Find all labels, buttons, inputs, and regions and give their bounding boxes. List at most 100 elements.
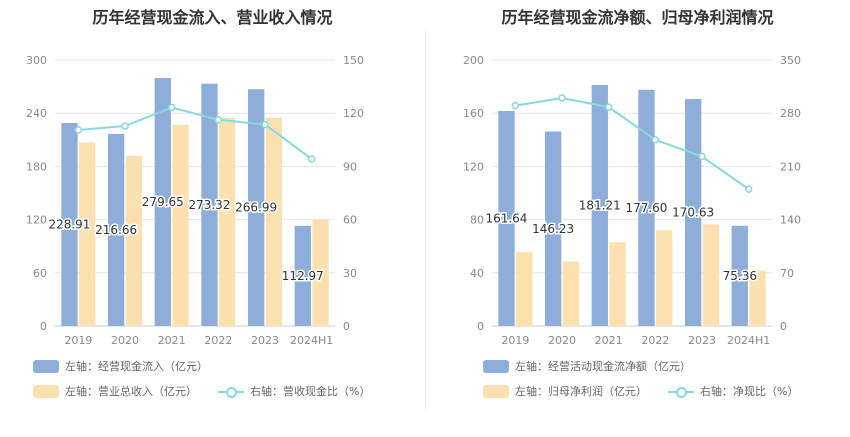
bar-primary xyxy=(731,225,748,326)
bar-secondary xyxy=(516,252,533,326)
bar-data-label: 181.21 xyxy=(579,198,621,212)
chart-plot-right: 0 40 80 120 160 200 0 70 140 210 280 350 2019 2020 202… xyxy=(463,54,801,347)
ratio-point xyxy=(511,101,520,110)
bar-data-label: 146.23 xyxy=(532,222,574,236)
bar-secondary xyxy=(562,261,580,326)
panel-divider xyxy=(425,30,426,410)
ratio-point xyxy=(261,120,269,129)
ratio-point xyxy=(604,103,613,111)
legend-net-cashflow[interactable]: 左轴：经营活动现金流净额（亿元） xyxy=(483,358,691,374)
legend-label: 左轴：营业总收入（亿元） xyxy=(65,385,197,398)
legend-label: 左轴：归母净利润（亿元） xyxy=(515,385,647,398)
chart-plot-left: 0 60 120 180 240 300 0 30 60 90 120 150 2019 2020 2021… xyxy=(26,54,364,347)
legend-net-profit[interactable]: 左轴：归母净利润（亿元） xyxy=(483,383,647,399)
chart-title: 历年经营现金流入、营业收入情况 xyxy=(92,8,333,27)
bar-data-label: 266.99 xyxy=(235,201,277,215)
bar-secondary xyxy=(609,242,626,326)
right-axis-tick: 350 xyxy=(780,54,801,67)
chart-title: 历年经营现金流净额、归母净利润情况 xyxy=(501,8,774,27)
ratio-point xyxy=(744,185,753,193)
ratio-line xyxy=(515,96,750,191)
bar-data-label: 273.32 xyxy=(188,198,230,212)
left-axis-tick: 80 xyxy=(470,214,484,227)
x-axis-tick: 2022 xyxy=(641,334,669,347)
left-axis-tick: 180 xyxy=(26,160,47,173)
bar-primary xyxy=(107,133,125,326)
bar-data-label: 177.60 xyxy=(625,201,667,215)
legend-net-ratio[interactable]: 右轴：净现比（%） xyxy=(668,383,798,399)
left-axis-tick: 0 xyxy=(40,320,47,333)
chart-panel-left: 历年经营现金流入、营业收入情况 0 60 120 180 240 300 0 30 60 90 12… xyxy=(26,8,370,399)
bar-primary xyxy=(638,89,655,327)
chart-panel-right: 历年经营现金流净额、归母净利润情况 0 40 80 120 160 200 0 70 140 21… xyxy=(425,0,850,437)
x-axis-tick: 2021 xyxy=(595,334,623,347)
bar-secondary xyxy=(172,124,189,326)
bar-secondary xyxy=(749,270,766,326)
ratio-point xyxy=(558,94,566,102)
right-axis-tick: 150 xyxy=(343,54,364,67)
bar-secondary xyxy=(265,117,283,326)
bar-primary xyxy=(544,131,562,326)
left-axis-tick: 120 xyxy=(26,214,47,227)
legend-inflow[interactable]: 左轴：经营现金流入（亿元） xyxy=(33,358,208,374)
ratio-point xyxy=(698,152,706,161)
bar-primary xyxy=(294,225,311,326)
left-axis-tick: 240 xyxy=(26,107,47,120)
x-axis-tick: 2024H1 xyxy=(727,334,770,347)
bar-primary xyxy=(498,111,515,326)
x-axis-tick: 2020 xyxy=(548,334,576,347)
right-axis-tick: 280 xyxy=(780,107,801,120)
bar-secondary xyxy=(656,230,673,326)
bar-primary xyxy=(61,123,78,326)
x-axis-tick: 2023 xyxy=(251,334,279,347)
right-axis-tick: 120 xyxy=(343,107,364,120)
legend-revenue[interactable]: 左轴：营业总收入（亿元） xyxy=(33,383,197,399)
legend-label: 右轴：净现比（%） xyxy=(700,385,799,398)
bar-primary xyxy=(247,89,265,327)
left-axis-tick: 160 xyxy=(463,107,484,120)
bar-primary xyxy=(201,83,218,326)
ratio-point xyxy=(651,136,660,144)
ratio-point xyxy=(214,116,223,124)
bar-primary xyxy=(591,84,608,327)
ratio-point xyxy=(74,126,83,134)
legend-swatch-net-ratio xyxy=(668,385,694,398)
bar-secondary xyxy=(702,224,720,326)
bar-secondary xyxy=(219,117,236,326)
left-axis-tick: 120 xyxy=(463,160,484,173)
ratio-point xyxy=(307,155,316,163)
right-axis-tick: 90 xyxy=(343,160,357,173)
legend-swatch-revenue xyxy=(33,384,59,398)
left-axis-tick: 300 xyxy=(26,54,47,67)
legend-label: 右轴：营收现金比（%） xyxy=(250,385,371,398)
left-axis-tick: 0 xyxy=(477,320,484,333)
bar-secondary xyxy=(312,219,329,326)
x-axis-tick: 2024H1 xyxy=(290,334,333,347)
bar-primary xyxy=(154,78,171,326)
right-axis-tick: 60 xyxy=(343,214,357,227)
right-axis-tick: 70 xyxy=(780,267,794,280)
legend-label: 左轴：经营现金流入（亿元） xyxy=(65,360,208,373)
right-axis-tick: 0 xyxy=(780,320,787,333)
legend-ratio[interactable]: 右轴：营收现金比（%） xyxy=(218,383,370,399)
bar-data-label: 279.65 xyxy=(142,195,184,209)
bar-data-label: 75.36 xyxy=(723,269,757,283)
bar-data-label: 112.97 xyxy=(282,269,324,283)
ratio-line xyxy=(78,106,313,160)
legend-swatch-ratio xyxy=(218,385,244,398)
left-axis-tick: 60 xyxy=(33,267,47,280)
bar-secondary xyxy=(125,155,143,326)
x-axis-tick: 2020 xyxy=(111,334,139,347)
bar-secondary xyxy=(79,142,96,326)
legend-swatch-net-cashflow xyxy=(483,359,509,373)
bar-data-label: 170.63 xyxy=(672,206,714,220)
right-axis-tick: 210 xyxy=(780,160,801,173)
left-axis-tick: 40 xyxy=(470,267,484,280)
x-axis-tick: 2023 xyxy=(688,334,716,347)
ratio-point xyxy=(167,103,176,112)
bar-data-label: 228.91 xyxy=(48,218,90,232)
right-axis-tick: 0 xyxy=(343,320,350,333)
ratio-point xyxy=(121,122,129,130)
right-axis-tick: 30 xyxy=(343,267,357,280)
x-axis-tick: 2021 xyxy=(158,334,186,347)
